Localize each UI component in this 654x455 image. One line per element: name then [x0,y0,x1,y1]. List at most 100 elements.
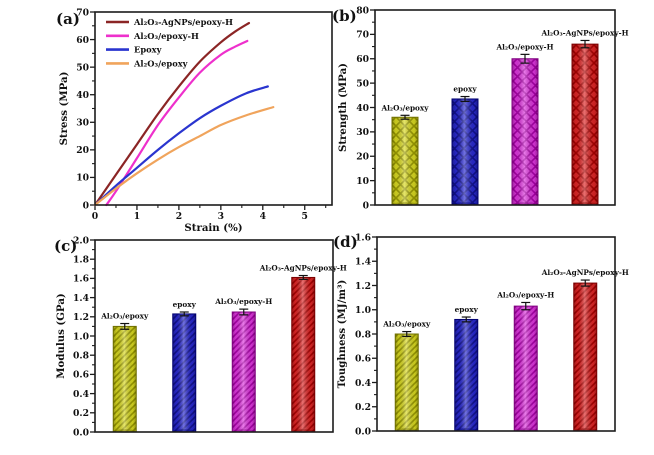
y-tick-label: 1.0 [73,331,89,342]
panel-letter: (b) [332,7,357,25]
y-tick-label: 0 [83,200,89,211]
y-tick-label: 0.6 [73,370,89,381]
bar-shading [392,117,418,205]
y-tick-label: 40 [356,103,369,114]
panel-letter: (c) [54,237,77,255]
bar-label: Al₂O₃/epoxy-H [496,42,554,51]
panel-letter: (d) [333,233,358,251]
bar-shading [232,312,256,432]
bar-shading [172,313,196,432]
y-tick-label: 2.0 [73,235,89,246]
legend-entry: Epoxy [106,45,163,55]
panel-c: 0.0 0.2 0.4 0.6 0.8 1.0 1.2 1.4 1.6 1.8 2.0 Modulus… [54,235,347,438]
x-tick-label: 4 [260,211,267,222]
y-tick-label: 0.8 [73,351,89,362]
y-tick-label: 1.4 [355,257,372,268]
y-tick-label: 0.4 [73,389,90,400]
bar-group: Al₂O₃-AgNPs/epoxy-H [540,28,629,206]
x-tick-label: 3 [218,211,224,222]
y-tick-label: 80 [356,5,369,16]
y-tick-label: 1.2 [355,281,371,292]
panel-d: 0.0 0.2 0.4 0.6 0.8 1.0 1.2 1.4 1.6 Toughness (MJ… [333,232,629,437]
bar-label: epoxy [453,85,477,94]
bar-group: Al₂O₃-AgNPs/epoxy-H [541,268,629,432]
panel-letter: (a) [56,10,80,28]
bar-group: Al₂O₃/epoxy-H [496,42,554,206]
bar-label: epoxy [173,300,197,309]
panel-b: 0 10 20 30 40 50 60 70 80 Strength (MPa) (b) Al₂O₃/… [332,5,629,211]
bar-label: Al₂O₃/epoxy [380,103,429,112]
axis-box [94,11,333,206]
y-tick-label: 50 [76,62,89,73]
legend-entry: Al₂O₃-AgNPs/epoxy-H [106,17,233,27]
y-tick-label: 20 [356,152,369,163]
y-tick-label: 30 [76,118,89,129]
bar-shading [291,277,315,432]
y-tick-label: 1.0 [355,305,371,316]
axis-box [374,9,616,206]
y-tick-label: 50 [356,78,369,89]
y-axis-title: Modulus (GPa) [55,293,67,379]
y-tick-label: 0.4 [355,378,372,389]
y-tick-label: 1.6 [73,274,89,285]
y-axis-title: Toughness (MJ/m³) [336,280,348,389]
x-tick-label: 0 [92,211,98,222]
bar-group: Al₂O₃/epoxy [100,312,149,433]
bar-label: Al₂O₃/epoxy-H [496,290,554,299]
y-tick-label: 1.8 [73,255,89,266]
axis-box [376,236,616,432]
y-tick-label: 70 [356,30,369,41]
y-axis-title: Strength (MPa) [337,63,349,152]
legend-label: Al₂O₃/epoxy [133,58,189,68]
x-tick-label: 1 [134,211,140,222]
bar-shading [452,98,478,205]
bar-group: Al₂O₃/epoxy-H [496,290,554,432]
y-tick-label: 0.2 [73,408,89,419]
y-tick-label: 0.6 [355,354,371,365]
bar-group: epoxy [454,305,479,432]
y-tick-label: 20 [76,145,89,156]
legend-label: Epoxy [134,45,163,55]
x-tick-label: 2 [176,211,182,222]
bar-label: Al₂O₃-AgNPs/epoxy-H [541,268,629,277]
bar-shading [512,58,538,205]
y-tick-label: 1.4 [73,293,90,304]
y-tick-label: 1.2 [73,312,89,323]
y-tick-label: 1.6 [355,232,371,243]
panel-a: 0 10 20 30 40 50 60 70 Stress (MPa) (a) 0 1 2 3 4 5 Stra… [56,7,333,234]
bar-shading [113,326,137,432]
bar-shading [572,44,598,205]
bar-shading [573,283,597,431]
axis-box [94,239,334,433]
y-tick-label: 60 [356,54,369,65]
y-tick-label: 0 [363,200,369,211]
bar-shading [514,306,538,431]
y-tick-label: 30 [356,127,369,138]
bar-label: Al₂O₃/epoxy [100,312,149,321]
bar-group: epoxy [172,300,197,433]
bar-label: Al₂O₃-AgNPs/epoxy-H [259,264,347,273]
legend-label: Al₂O₃-AgNPs/epoxy-H [133,17,233,27]
y-axis-title: Stress (MPa) [58,72,70,146]
x-tick-label: 5 [302,211,308,222]
legend-entry: Al₂O₃/epoxy [106,58,189,68]
y-tick-label: 0.0 [73,427,89,438]
bar-group: epoxy [451,85,479,206]
series-line [105,39,249,207]
bar-group: Al₂O₃-AgNPs/epoxy-H [259,264,347,433]
y-tick-label: 40 [76,90,89,101]
bar-label: epoxy [455,305,479,314]
y-tick-label: 0.8 [355,329,371,340]
legend-label: Al₂O₃/epoxy-H [133,31,199,41]
bar-label: Al₂O₃/epoxy-H [214,297,272,306]
bar-shading [454,319,478,431]
bar-label: Al₂O₃-AgNPs/epoxy-H [540,28,628,37]
plot-background [95,12,332,205]
y-tick-label: 10 [356,176,369,187]
y-tick-label: 10 [76,173,89,184]
bar-group: Al₂O₃/epoxy [380,103,429,206]
bar-group: Al₂O₃/epoxy-H [214,297,272,433]
series-line [93,106,275,207]
